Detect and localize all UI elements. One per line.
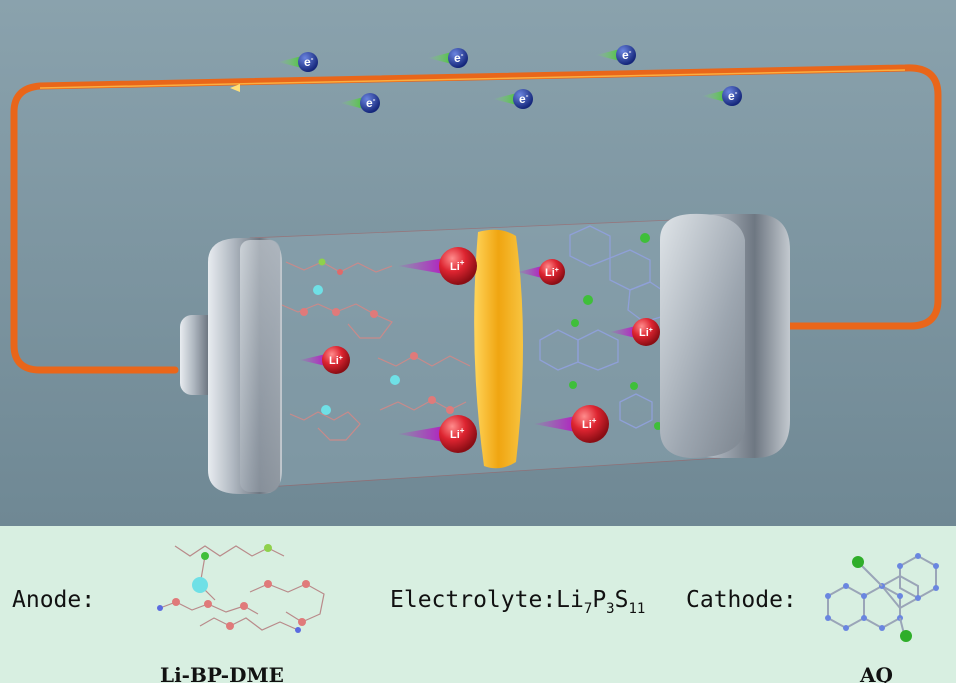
svg-text:e-: e- <box>622 47 632 62</box>
electrolyte-p: P <box>592 587 606 613</box>
svg-text:e-: e- <box>366 95 376 110</box>
svg-text:e-: e- <box>519 91 529 106</box>
cathode-name: AQ <box>859 663 893 683</box>
wire-highlight <box>39 69 906 89</box>
cathode-molecules <box>539 225 669 429</box>
anode-electrode <box>180 238 282 494</box>
external-circuit-wire <box>10 64 942 374</box>
svg-text:Li+: Li+ <box>329 355 343 367</box>
legend-panel <box>0 526 956 683</box>
svg-text:Li+: Li+ <box>639 327 653 339</box>
current-arrow-icon <box>230 84 240 92</box>
li-ion: Li+ <box>534 405 609 443</box>
electron: e- <box>596 45 636 65</box>
svg-text:e-: e- <box>454 50 464 65</box>
li-ion: Li+ <box>518 259 565 285</box>
electrolyte-p-sub: 3 <box>606 601 614 617</box>
anode-atoms <box>300 258 454 415</box>
svg-text:e-: e- <box>304 54 314 69</box>
anode-structure <box>157 544 325 633</box>
li-ion-group: Li+ Li+ Li+ Li+ Li+ Li+ <box>300 247 660 453</box>
svg-text:Li+: Li+ <box>450 426 465 441</box>
electron: e- <box>493 89 533 109</box>
electrolyte-separator <box>474 229 523 469</box>
electron: e- <box>278 52 318 72</box>
svg-text:Li+: Li+ <box>545 267 559 279</box>
cathode-structure <box>825 553 939 642</box>
electron: e- <box>340 93 380 113</box>
anode-label: Anode: <box>12 587 95 613</box>
svg-text:Li+: Li+ <box>450 258 465 273</box>
li-ion: Li+ <box>398 247 477 285</box>
electrolyte-s-sub: 11 <box>628 601 645 617</box>
electron: e- <box>702 86 742 106</box>
electrolyte-li: Li <box>556 587 584 613</box>
electrolyte-label: Electrolyte:Li7P3S11 <box>390 587 645 617</box>
svg-text:e-: e- <box>728 88 738 103</box>
electrolyte-s: S <box>615 587 629 613</box>
li-ion: Li+ <box>300 346 350 374</box>
anode-name: Li-BP-DME <box>160 663 284 683</box>
cathode-atoms <box>569 233 662 430</box>
cathode-label: Cathode: <box>686 587 797 613</box>
electron: e- <box>428 48 468 68</box>
electrolyte-text: Electrolyte: <box>390 587 556 613</box>
electrolyte-li-sub: 7 <box>584 601 592 617</box>
electron-group: e- e- e- e- e- e- <box>278 45 742 113</box>
svg-text:Li+: Li+ <box>582 416 597 431</box>
li-ion: Li+ <box>610 318 660 346</box>
cathode-electrode <box>660 213 790 458</box>
li-ion: Li+ <box>398 415 477 453</box>
